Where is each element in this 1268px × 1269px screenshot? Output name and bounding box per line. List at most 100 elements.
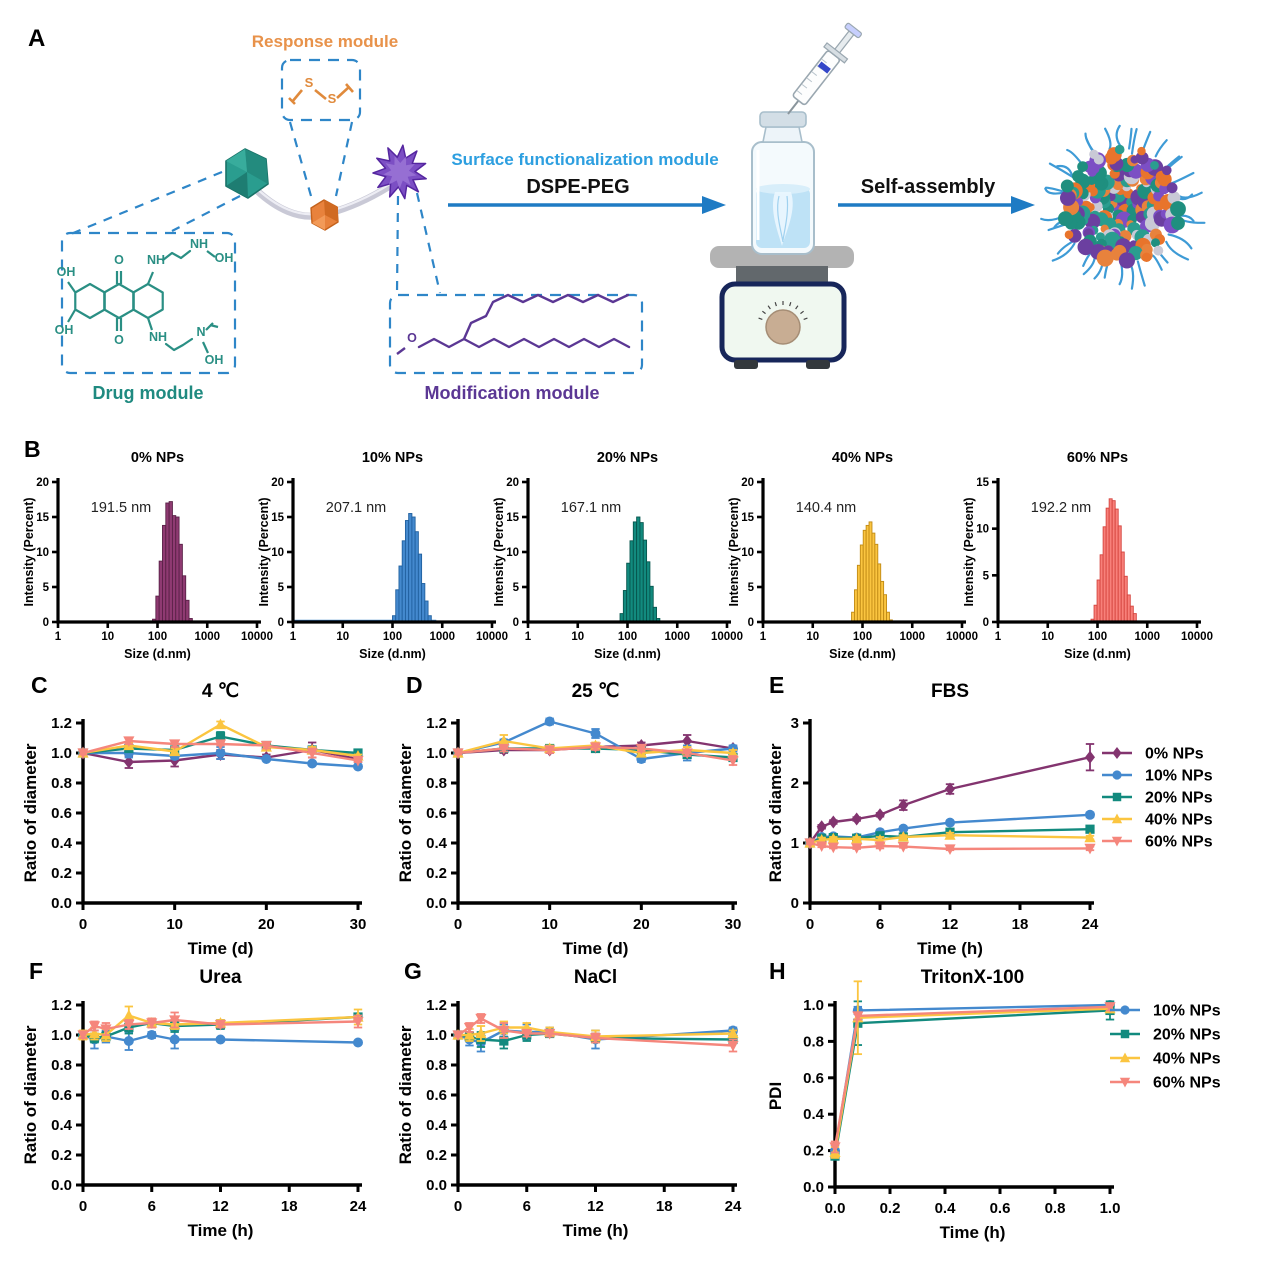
svg-text:0: 0 <box>513 617 519 629</box>
dspe-peg-label: DSPE-PEG <box>526 176 629 198</box>
svg-text:Intensity (Percent): Intensity (Percent) <box>727 497 741 606</box>
svg-text:0.2: 0.2 <box>426 1147 447 1164</box>
svg-text:40% NPs: 40% NPs <box>832 450 893 466</box>
panel-label-c: C <box>31 672 48 698</box>
svg-text:10000: 10000 <box>946 631 978 643</box>
svg-text:Urea: Urea <box>199 967 242 988</box>
svg-text:1: 1 <box>995 631 1002 643</box>
svg-text:0: 0 <box>454 916 462 933</box>
svg-text:10: 10 <box>976 524 989 536</box>
svg-text:10000: 10000 <box>476 631 508 643</box>
svg-text:15: 15 <box>976 477 989 489</box>
svg-text:60% NPs: 60% NPs <box>1145 834 1213 851</box>
svg-text:Size (d.nm): Size (d.nm) <box>359 647 426 661</box>
svg-text:0.6: 0.6 <box>51 805 72 822</box>
svg-text:10: 10 <box>541 916 558 933</box>
series-60% NPs <box>452 1013 739 1053</box>
svg-text:0.8: 0.8 <box>426 775 447 792</box>
svg-text:OH: OH <box>215 251 234 265</box>
svg-text:10: 10 <box>506 547 519 559</box>
hist-60% NPs: 0 5 10 15 1 10 100 1000 10000 60% NPs Size (d.nm) I… <box>962 450 1213 661</box>
svg-text:18: 18 <box>1012 916 1029 933</box>
panel-label-e: E <box>769 672 785 698</box>
svg-text:0.6: 0.6 <box>426 805 447 822</box>
svg-text:0.8: 0.8 <box>803 1033 824 1050</box>
svg-text:1: 1 <box>791 835 799 852</box>
svg-text:0.4: 0.4 <box>426 1117 448 1134</box>
chart-F: 0.0 0.2 0.4 0.6 0.8 1.0 1.2 0 6 12 18 24 Urea Time (h… <box>21 967 367 1240</box>
svg-text:S: S <box>328 91 337 106</box>
svg-text:Time (h): Time (h) <box>940 1223 1006 1242</box>
svg-text:24: 24 <box>725 1198 742 1215</box>
svg-text:OH: OH <box>57 265 76 279</box>
svg-text:40% NPs: 40% NPs <box>1145 812 1213 829</box>
svg-text:0.2: 0.2 <box>426 865 447 882</box>
svg-text:30: 30 <box>725 916 742 933</box>
svg-text:0.8: 0.8 <box>51 775 72 792</box>
svg-text:20: 20 <box>271 477 284 489</box>
svg-text:1.2: 1.2 <box>426 715 447 732</box>
svg-text:18: 18 <box>656 1198 673 1215</box>
chart-C: 0.0 0.2 0.4 0.6 0.8 1.0 1.2 0 10 20 30 4 ℃ Time (d) R… <box>21 681 366 958</box>
svg-text:1000: 1000 <box>899 631 925 643</box>
svg-text:1.0: 1.0 <box>803 997 824 1014</box>
surface-functionalization-label: Surface functionalization module <box>451 150 718 169</box>
svg-text:Time (h): Time (h) <box>917 939 983 958</box>
size-distribution-10pct: 0 5 10 15 20 1 10 100 1000 10000 10% NPs Size (d.nm… <box>257 450 508 661</box>
svg-text:1.0: 1.0 <box>426 1027 447 1044</box>
svg-text:24: 24 <box>1082 916 1099 933</box>
svg-text:1000: 1000 <box>429 631 455 643</box>
svg-text:0.0: 0.0 <box>51 895 72 912</box>
svg-text:10: 10 <box>336 631 349 643</box>
svg-text:20: 20 <box>506 477 519 489</box>
svg-text:10: 10 <box>271 547 284 559</box>
svg-text:0: 0 <box>79 1198 87 1215</box>
svg-text:1.2: 1.2 <box>426 997 447 1014</box>
svg-text:20% NPs: 20% NPs <box>597 450 658 466</box>
svg-text:191.5 nm: 191.5 nm <box>91 500 151 516</box>
stability-chart-nacl: 0.0 0.2 0.4 0.6 0.8 1.0 1.2 0 6 12 18 24 NaCl Time (h… <box>396 967 742 1240</box>
svg-text:0.6: 0.6 <box>426 1087 447 1104</box>
svg-text:0: 0 <box>806 916 814 933</box>
svg-text:O: O <box>114 333 124 347</box>
svg-text:Ratio of diameter: Ratio of diameter <box>21 1025 40 1164</box>
svg-text:0.4: 0.4 <box>51 835 73 852</box>
panel-a-label: A <box>28 25 45 52</box>
svg-text:Ratio of diameter: Ratio of diameter <box>766 743 785 882</box>
svg-text:10000: 10000 <box>1181 631 1213 643</box>
svg-text:4 ℃: 4 ℃ <box>202 681 239 702</box>
size-distribution-60pct: 0 5 10 15 1 10 100 1000 10000 60% NPs Size (d.nm) I… <box>962 450 1213 661</box>
svg-text:1000: 1000 <box>1134 631 1160 643</box>
svg-text:20: 20 <box>36 477 49 489</box>
svg-text:Ratio of diameter: Ratio of diameter <box>21 743 40 882</box>
stability-chart-4c: 0.0 0.2 0.4 0.6 0.8 1.0 1.2 0 10 20 30 4 ℃ Time (d) R… <box>21 681 366 958</box>
panel-label-d: D <box>406 672 423 698</box>
svg-text:NH: NH <box>147 253 165 267</box>
chart-G: 0.0 0.2 0.4 0.6 0.8 1.0 1.2 0 6 12 18 24 NaCl Time (h… <box>396 967 742 1240</box>
panel-label-f: F <box>29 958 44 984</box>
svg-text:NH: NH <box>190 237 208 251</box>
svg-text:10000: 10000 <box>241 631 273 643</box>
series-60% NPs <box>804 838 1096 855</box>
svg-text:0.0: 0.0 <box>426 895 447 912</box>
series-60% NPs <box>452 742 739 767</box>
panel-label-b: B <box>24 436 41 462</box>
svg-text:Ratio of diameter: Ratio of diameter <box>396 1025 415 1164</box>
svg-text:3: 3 <box>791 715 799 732</box>
svg-text:10% NPs: 10% NPs <box>1153 1003 1221 1020</box>
svg-text:0.0: 0.0 <box>825 1200 846 1217</box>
svg-text:207.1 nm: 207.1 nm <box>326 500 386 516</box>
svg-text:10: 10 <box>36 547 49 559</box>
svg-text:5: 5 <box>278 582 285 594</box>
chart-H: 0.0 0.2 0.4 0.6 0.8 1.0 0.0 0.2 0.4 0.6 0.8 1.0 Trit… <box>766 967 1221 1242</box>
hist-10% NPs: 0 5 10 15 20 1 10 100 1000 10000 10% NPs Size (d.nm… <box>257 450 508 661</box>
svg-text:FBS: FBS <box>931 681 969 702</box>
svg-text:100: 100 <box>853 631 872 643</box>
svg-text:0.2: 0.2 <box>803 1143 824 1160</box>
svg-text:10% NPs: 10% NPs <box>362 450 423 466</box>
svg-text:0.0: 0.0 <box>426 1177 447 1194</box>
svg-text:6: 6 <box>148 1198 156 1215</box>
svg-text:167.1 nm: 167.1 nm <box>561 500 621 516</box>
